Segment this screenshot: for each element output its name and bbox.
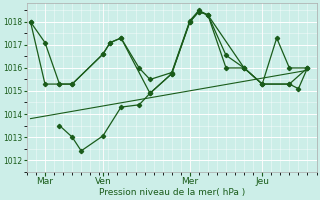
X-axis label: Pression niveau de la mer( hPa ): Pression niveau de la mer( hPa ): [99, 188, 245, 197]
